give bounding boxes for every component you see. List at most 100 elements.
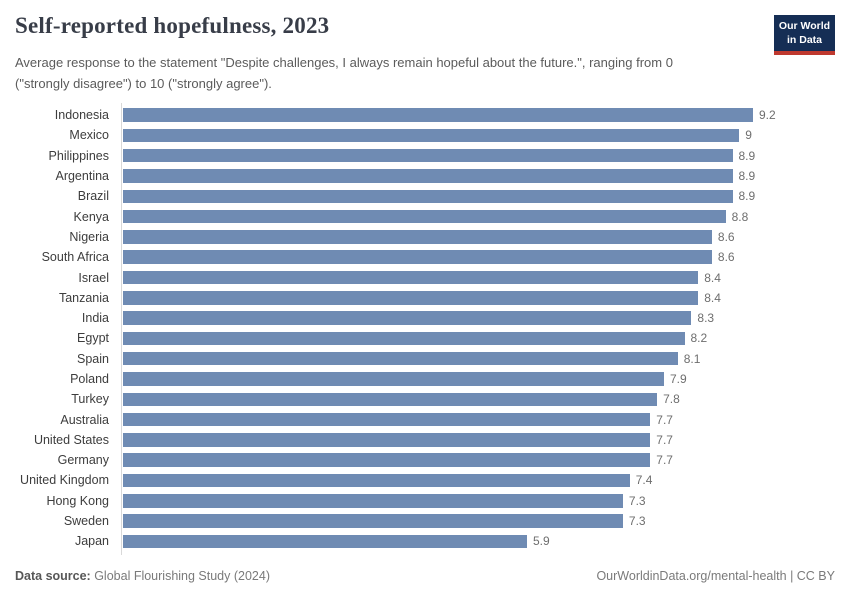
- value-label: 8.6: [717, 229, 735, 244]
- value-label: 8.2: [690, 331, 708, 346]
- value-label: 9.2: [759, 108, 776, 123]
- value-label: 7.7: [656, 432, 673, 447]
- bar[interactable]: [123, 169, 733, 183]
- bar-row: United States 7.7: [15, 430, 835, 450]
- value-label: 7.8: [663, 392, 680, 407]
- value-label: 7.3: [628, 493, 646, 508]
- page-title: Self-reported hopefulness, 2023: [15, 13, 330, 38]
- credit-link[interactable]: OurWorldinData.org/mental-health | CC BY: [596, 569, 835, 583]
- bar[interactable]: [123, 453, 651, 467]
- country-label: Hong Kong: [46, 493, 109, 508]
- bar[interactable]: [123, 311, 692, 325]
- bar-track: 8.1: [123, 349, 700, 369]
- bar-track: 5.9: [123, 531, 550, 551]
- bar-row: Indonesia 9.2: [15, 105, 835, 125]
- bar-row: Tanzania 8.4: [15, 288, 835, 308]
- country-label: United States: [33, 432, 109, 447]
- bar-track: 9: [123, 125, 752, 145]
- country-label: Israel: [78, 270, 109, 285]
- bar-row: Hong Kong 7.3: [15, 491, 835, 511]
- value-label: 8.4: [704, 290, 721, 305]
- value-label: 9: [745, 128, 752, 143]
- country-label: India: [81, 311, 109, 326]
- bar-track: 8.6: [123, 227, 735, 247]
- country-label: Egypt: [77, 331, 109, 346]
- bar-row: Egypt 8.2: [15, 328, 835, 348]
- value-label: 7.7: [656, 453, 673, 468]
- country-label: Nigeria: [69, 229, 109, 244]
- bar[interactable]: [123, 250, 712, 264]
- value-label: 5.9: [533, 534, 550, 549]
- bar-row: Germany 7.7: [15, 450, 835, 470]
- chart-footer: Data source: Global Flourishing Study (2…: [15, 569, 835, 583]
- bar[interactable]: [123, 108, 753, 122]
- bar-track: 8.9: [123, 166, 755, 186]
- bar[interactable]: [123, 230, 712, 244]
- bar[interactable]: [123, 372, 664, 386]
- country-label: Australia: [60, 412, 109, 427]
- value-label: 8.9: [738, 148, 756, 163]
- bar-row: Nigeria 8.6: [15, 227, 835, 247]
- bar-row: Poland 7.9: [15, 369, 835, 389]
- bar-chart: Indonesia 9.2 Mexico 9 Philippines 8.9 Argenti…: [15, 103, 835, 555]
- chart-subtitle: Average response to the statement "Despi…: [15, 55, 673, 91]
- bar[interactable]: [123, 148, 733, 163]
- bar-row: South Africa 8.6: [15, 247, 835, 267]
- owid-logo-line1: Our World: [778, 20, 831, 32]
- bar-track: 7.9: [123, 369, 687, 389]
- bar-row: Kenya 8.8: [15, 206, 835, 226]
- bar-track: 9.2: [123, 105, 776, 125]
- bar-row: United Kingdom 7.4: [15, 470, 835, 490]
- bar[interactable]: [123, 331, 685, 346]
- bar[interactable]: [123, 494, 623, 508]
- country-label: Mexico: [69, 128, 109, 143]
- country-label: Argentina: [55, 169, 109, 184]
- bar-row: India 8.3: [15, 308, 835, 328]
- bar[interactable]: [123, 392, 658, 407]
- bar-track: 7.8: [123, 389, 680, 409]
- value-label: 8.9: [738, 169, 756, 184]
- country-label: Turkey: [71, 392, 109, 407]
- country-label: Poland: [70, 372, 109, 386]
- value-label: 8.9: [738, 189, 756, 204]
- bar[interactable]: [123, 209, 726, 224]
- country-label: Tanzania: [58, 290, 109, 305]
- bar-row: Sweden 7.3: [15, 511, 835, 531]
- bar[interactable]: [123, 189, 733, 204]
- data-source-value: Global Flourishing Study (2024): [90, 569, 270, 583]
- bar-rows: Indonesia 9.2 Mexico 9 Philippines 8.9 Argenti…: [15, 103, 835, 555]
- bar[interactable]: [123, 534, 527, 549]
- bar-track: 7.7: [123, 430, 673, 450]
- bar[interactable]: [123, 351, 678, 366]
- y-axis-line: [121, 103, 122, 555]
- bar-track: 8.3: [123, 308, 714, 328]
- bar-row: Australia 7.7: [15, 409, 835, 429]
- country-label: Kenya: [73, 209, 109, 224]
- country-label: Germany: [57, 453, 109, 468]
- bar-row: Argentina 8.9: [15, 166, 835, 186]
- bar[interactable]: [123, 412, 651, 427]
- data-source-label: Data source:: [15, 569, 91, 583]
- country-label: Indonesia: [54, 108, 109, 123]
- country-label: Japan: [74, 534, 109, 549]
- bar-track: 8.4: [123, 267, 721, 287]
- owid-logo[interactable]: Our World in Data: [774, 15, 835, 56]
- bar-row: Spain 8.1: [15, 349, 835, 369]
- bar-track: 8.9: [123, 186, 755, 206]
- bar[interactable]: [123, 514, 623, 528]
- value-label: 8.4: [704, 270, 721, 285]
- country-label: Sweden: [63, 514, 109, 529]
- bar-row: Turkey 7.8: [15, 389, 835, 409]
- bar-track: 7.4: [123, 470, 652, 490]
- bar[interactable]: [123, 291, 699, 305]
- bar[interactable]: [123, 270, 699, 285]
- bar-track: 7.3: [123, 511, 646, 531]
- country-label: United Kingdom: [20, 473, 109, 488]
- value-label: 7.9: [670, 372, 687, 386]
- bar-row: Mexico 9: [15, 125, 835, 145]
- bar-track: 8.8: [123, 206, 748, 226]
- bar[interactable]: [123, 433, 651, 447]
- bar[interactable]: [123, 128, 740, 143]
- bar[interactable]: [123, 473, 630, 488]
